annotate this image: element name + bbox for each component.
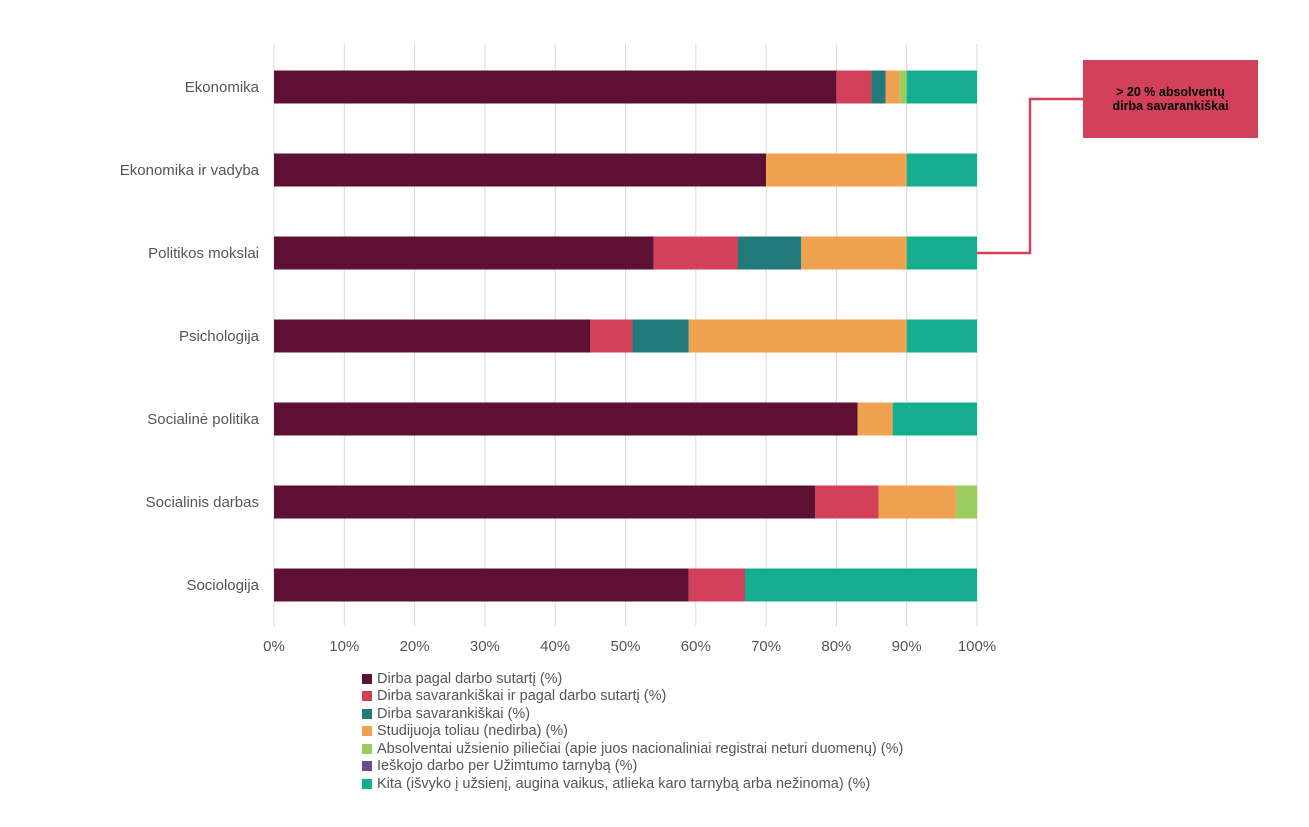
legend-item: Ieškojo darbo per Užimtumo tarnybą (%) [362, 758, 903, 776]
legend-label: Ieškojo darbo per Užimtumo tarnybą (%) [377, 758, 638, 775]
legend-item: Dirba pagal darbo sutartį (%) [362, 670, 903, 688]
x-tick-label: 40% [540, 638, 570, 655]
legend: Dirba pagal darbo sutartį (%) Dirba savar… [362, 670, 903, 793]
x-tick-label: 70% [751, 638, 781, 655]
legend-swatch [362, 778, 372, 789]
category-label: Socialinis darbas [146, 494, 259, 511]
bar-segment [737, 236, 802, 270]
annotation-connector [977, 97, 1083, 255]
x-tick-label: 60% [681, 638, 711, 655]
category-label: Socialinė politika [147, 411, 259, 428]
legend-swatch [362, 708, 372, 719]
bar-segment [906, 153, 977, 187]
bar-segment [688, 568, 746, 602]
x-axis-ticks: 0% 10% 20% 30% 40% 50% 60% 70% 80% 90% 100% [263, 638, 996, 655]
legend-label: Kita (išvyko į užsienį, augina vaikus, a… [377, 775, 871, 792]
bars [274, 70, 977, 602]
legend-item: Absolventai užsienio piliečiai (apie juo… [362, 740, 903, 758]
category-label: Politikos mokslai [148, 245, 259, 262]
legend-label: Absolventai užsienio piliečiai (apie juo… [377, 740, 904, 757]
legend-label: Dirba savarankiškai (%) [377, 705, 531, 722]
x-tick-label: 90% [892, 638, 922, 655]
bar-segment [801, 236, 907, 270]
bar-segment [906, 70, 977, 104]
bar-segment [274, 319, 591, 353]
bar-segment [274, 70, 837, 104]
bar-segment [878, 485, 956, 519]
x-tick-label: 100% [958, 638, 996, 655]
bar-segment [274, 485, 816, 519]
bar-segment [274, 236, 654, 270]
legend-item: Kita (išvyko į užsienį, augina vaikus, a… [362, 775, 903, 793]
bar-segment [632, 319, 689, 353]
bar-segment [906, 319, 977, 353]
category-label: Ekonomika [185, 79, 260, 96]
annotation-line-2: dirba savarankiškai [1112, 99, 1229, 113]
bar-segment [274, 568, 689, 602]
bar-segment [274, 153, 767, 187]
bar-segment [899, 70, 907, 104]
legend-label: Dirba pagal darbo sutartį (%) [377, 670, 563, 687]
legend-swatch [362, 761, 372, 772]
x-tick-label: 0% [263, 638, 285, 655]
bar-segment [745, 568, 977, 602]
legend-swatch [362, 743, 372, 754]
legend-label: Dirba savarankiškai ir pagal darbo sutar… [377, 688, 667, 705]
bar-segment [688, 319, 907, 353]
x-tick-label: 80% [821, 638, 851, 655]
bar-segment [836, 70, 872, 104]
bar-segment [906, 236, 977, 270]
x-tick-label: 30% [470, 638, 500, 655]
category-label: Sociologija [186, 577, 259, 594]
bar-segment [871, 70, 886, 104]
legend-swatch [362, 673, 372, 684]
legend-item: Studijuoja toliau (nedirba) (%) [362, 723, 903, 741]
bar-segment [766, 153, 907, 187]
legend-swatch [362, 726, 372, 737]
bar-segment [892, 402, 977, 436]
bar-segment [955, 485, 977, 519]
category-label: Ekonomika ir vadyba [120, 162, 260, 179]
bar-segment [590, 319, 633, 353]
x-tick-label: 10% [329, 638, 359, 655]
x-tick-label: 20% [400, 638, 430, 655]
legend-item: Dirba savarankiškai ir pagal darbo sutar… [362, 688, 903, 706]
x-tick-label: 50% [610, 638, 640, 655]
legend-label: Studijuoja toliau (nedirba) (%) [377, 723, 569, 740]
legend-swatch [362, 691, 372, 702]
bar-segment [885, 70, 900, 104]
bar-segment [274, 402, 858, 436]
category-labels: Ekonomika Ekonomika ir vadyba Politikos mo… [120, 79, 260, 594]
annotation-callout: > 20 % absolventų dirba savarankiškai [1083, 60, 1258, 138]
legend-item: Dirba savarankiškai (%) [362, 705, 903, 723]
annotation-line-1: > 20 % absolventų [1116, 85, 1225, 99]
bar-segment [653, 236, 738, 270]
category-label: Psichologija [179, 328, 260, 345]
bar-segment [815, 485, 879, 519]
bar-segment [857, 402, 893, 436]
